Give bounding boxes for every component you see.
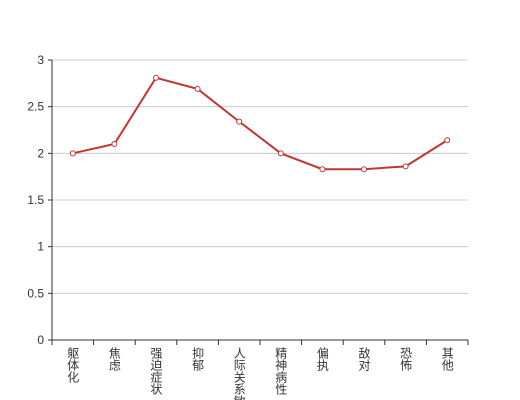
point [444,137,451,144]
y-tick-label: 0 [37,333,44,347]
point [194,85,201,92]
point [361,166,367,173]
y-tick-label: 0.5 [27,286,44,300]
x-tick-label: 躯体化 [66,346,80,384]
y-tick-label: 1.5 [27,193,44,207]
line [72,76,448,171]
x-tick-label: 人际关系敏感 [232,347,246,400]
y-tick-label: 1 [37,240,44,254]
y-tick-label: 3 [37,53,44,67]
x-tick-label: 抑郁 [191,346,205,372]
x-tick-label: 敌对 [357,346,371,371]
point [402,163,409,170]
y-tick-label: 2.5 [27,100,44,114]
x-tick-label: 其他 [440,347,454,371]
x-tick-label: 强迫症状 [149,347,163,395]
x-tick-label: 恐怖 [399,347,413,371]
point [111,141,118,147]
point [236,118,243,125]
point [319,166,326,173]
x-tick-label: 焦虑 [107,347,121,371]
point [153,74,159,81]
y-tick-label: 2 [37,146,44,160]
point [69,150,76,157]
x-tick-label: 精神病性 [274,347,288,396]
x-tick-label: 偏执 [315,346,329,372]
point [277,150,284,157]
